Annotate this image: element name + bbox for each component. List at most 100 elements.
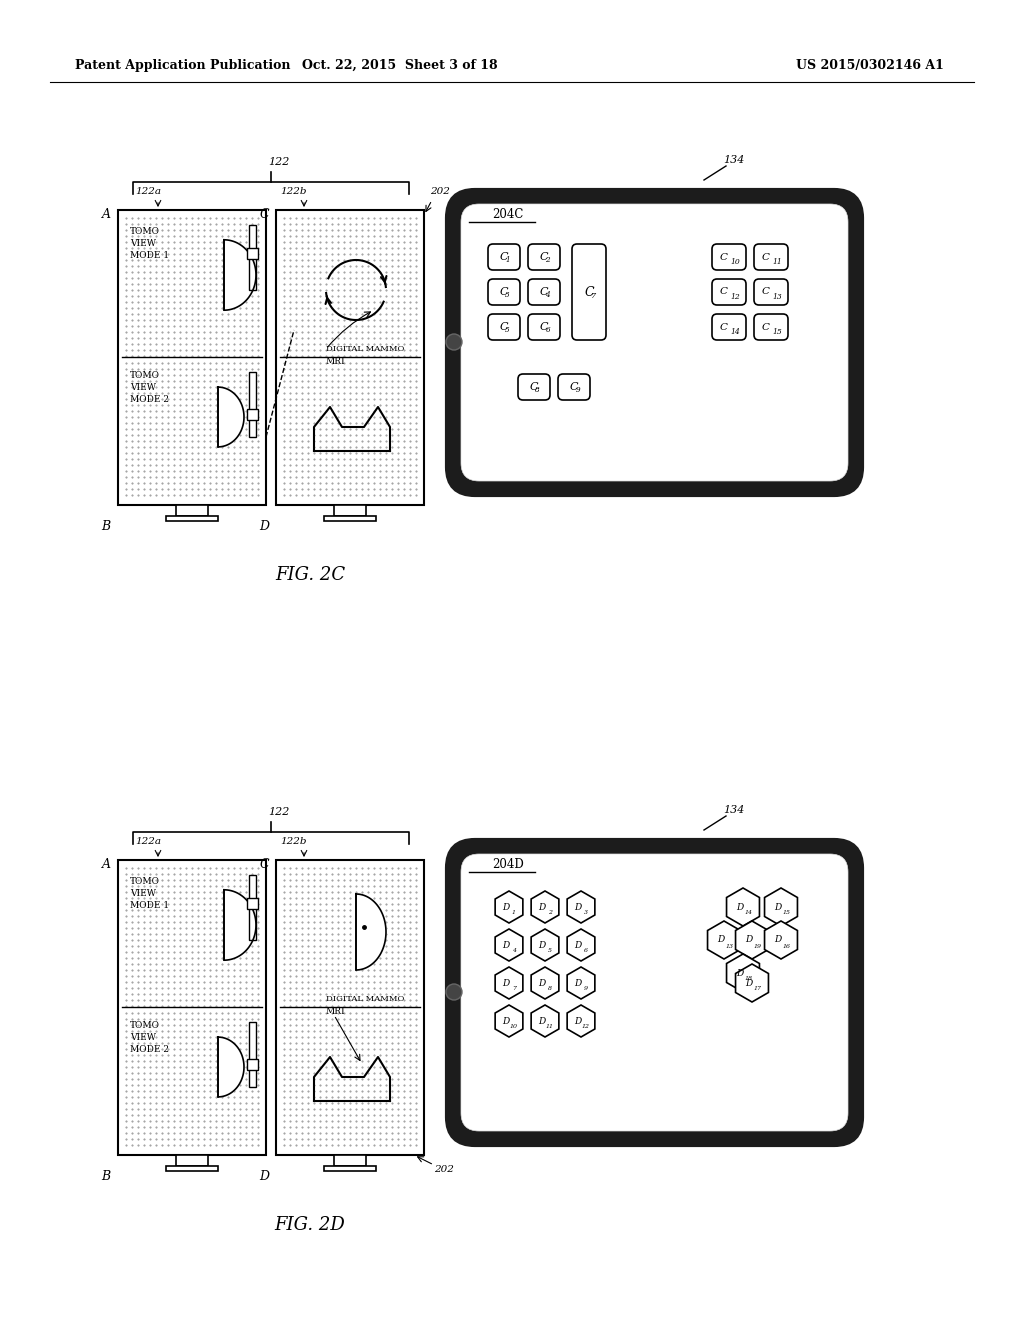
Text: 3: 3 [584, 909, 588, 915]
Text: C: C [762, 252, 770, 261]
Text: D: D [539, 940, 546, 949]
Text: US 2015/0302146 A1: US 2015/0302146 A1 [796, 58, 944, 71]
Bar [249, 372, 256, 437]
Text: TOMO: TOMO [130, 371, 160, 380]
FancyBboxPatch shape [461, 854, 848, 1131]
Text: 122b: 122b [281, 187, 307, 197]
Text: 3: 3 [505, 292, 510, 300]
Text: C: C [500, 286, 508, 297]
Text: VIEW: VIEW [130, 239, 156, 248]
Text: VIEW: VIEW [130, 383, 156, 392]
Bar [281, 1010, 419, 1148]
Polygon shape [496, 1005, 523, 1038]
Text: A: A [101, 858, 111, 871]
FancyBboxPatch shape [754, 279, 788, 305]
Text: VIEW: VIEW [130, 890, 156, 899]
Text: VIEW: VIEW [130, 1032, 156, 1041]
Text: MRI: MRI [326, 1007, 346, 1016]
Text: 8: 8 [536, 387, 540, 395]
Text: D: D [574, 1016, 582, 1026]
Polygon shape [765, 888, 798, 927]
Text: 9: 9 [575, 387, 580, 395]
FancyBboxPatch shape [558, 374, 590, 400]
Polygon shape [224, 240, 256, 310]
Circle shape [446, 334, 462, 350]
Text: C: C [259, 209, 269, 222]
Text: D: D [574, 940, 582, 949]
FancyBboxPatch shape [488, 279, 520, 305]
FancyBboxPatch shape [528, 314, 560, 341]
Text: C: C [720, 322, 728, 331]
Text: MODE 2: MODE 2 [130, 395, 169, 404]
FancyBboxPatch shape [488, 244, 520, 271]
Text: D: D [774, 903, 781, 912]
Bar [281, 865, 419, 1008]
FancyBboxPatch shape [447, 190, 862, 495]
Text: 14: 14 [730, 327, 740, 337]
Text: Oct. 22, 2015  Sheet 3 of 18: Oct. 22, 2015 Sheet 3 of 18 [302, 58, 498, 71]
Polygon shape [765, 921, 798, 960]
Text: 122a: 122a [135, 837, 161, 846]
Text: 4: 4 [546, 292, 550, 300]
FancyBboxPatch shape [572, 244, 606, 341]
Text: 134: 134 [723, 154, 744, 165]
Polygon shape [496, 968, 523, 999]
Polygon shape [735, 964, 768, 1002]
Text: 122: 122 [268, 807, 290, 817]
Text: D: D [259, 520, 269, 533]
Text: MODE 2: MODE 2 [130, 1044, 169, 1053]
Bar [118, 210, 266, 506]
Bar [276, 861, 424, 1155]
Polygon shape [567, 929, 595, 961]
Text: C: C [762, 322, 770, 331]
Text: 122a: 122a [135, 187, 161, 197]
Polygon shape [567, 1005, 595, 1038]
Text: 6: 6 [546, 326, 550, 334]
Text: D: D [745, 936, 753, 945]
Text: D: D [574, 978, 582, 987]
Text: 15: 15 [772, 327, 782, 337]
Polygon shape [356, 894, 386, 970]
Text: 10: 10 [510, 1023, 518, 1028]
Text: 134: 134 [723, 805, 744, 814]
Bar [281, 360, 419, 499]
FancyBboxPatch shape [712, 244, 746, 271]
Circle shape [446, 983, 462, 1001]
Text: C: C [584, 285, 594, 298]
Text: D: D [259, 1171, 269, 1184]
Text: D: D [503, 940, 510, 949]
Bar [334, 1155, 366, 1166]
Polygon shape [218, 387, 244, 447]
Text: FIG. 2C: FIG. 2C [274, 566, 345, 583]
Text: C: C [540, 322, 548, 333]
Text: D: D [736, 903, 743, 912]
Text: C: C [500, 252, 508, 261]
Text: D: D [774, 936, 781, 945]
FancyBboxPatch shape [754, 244, 788, 271]
Bar [247, 898, 258, 909]
Text: 2: 2 [546, 256, 550, 264]
Text: C: C [500, 322, 508, 333]
Text: 18: 18 [745, 977, 753, 982]
Text: 1: 1 [512, 909, 516, 915]
FancyBboxPatch shape [712, 314, 746, 341]
FancyBboxPatch shape [528, 279, 560, 305]
Text: 9: 9 [584, 986, 588, 990]
Text: 5: 5 [505, 326, 510, 334]
Text: C: C [540, 252, 548, 261]
Text: 12: 12 [582, 1023, 590, 1028]
Text: DIGITAL MAMMO: DIGITAL MAMMO [326, 995, 404, 1003]
Text: D: D [503, 1016, 510, 1026]
Text: B: B [101, 1171, 111, 1184]
Bar [123, 360, 261, 499]
Text: D: D [539, 903, 546, 912]
Text: 202: 202 [430, 187, 450, 197]
Polygon shape [496, 891, 523, 923]
Bar [247, 409, 258, 420]
Text: 15: 15 [783, 911, 791, 916]
Text: C: C [529, 381, 539, 392]
FancyBboxPatch shape [488, 314, 520, 341]
Text: 4: 4 [512, 948, 516, 953]
Bar [324, 1166, 376, 1171]
Text: FIG. 2D: FIG. 2D [274, 1216, 345, 1234]
